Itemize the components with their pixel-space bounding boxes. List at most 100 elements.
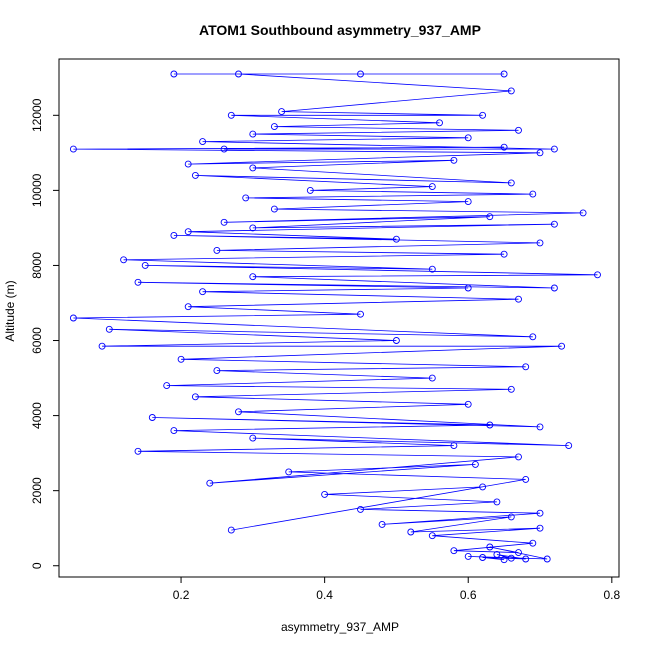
data-point <box>536 239 544 247</box>
data-point <box>436 119 443 127</box>
x-tick-label: 0.8 <box>603 588 620 602</box>
data-point <box>464 400 472 408</box>
y-tick-label: 6000 <box>30 327 44 354</box>
data-point <box>249 224 257 232</box>
y-tick-label: 12000 <box>30 98 44 132</box>
data-point <box>450 442 458 450</box>
data-point <box>479 483 487 491</box>
data-point <box>392 337 400 344</box>
data-point <box>148 414 156 421</box>
y-axis: 0 2000 4000 6000 8000 10000 12000 <box>30 98 59 569</box>
data-point <box>507 385 515 393</box>
y-tick-label: 8000 <box>30 252 44 279</box>
data-point <box>407 528 415 536</box>
data-point <box>428 183 436 191</box>
data-point <box>536 423 544 431</box>
data-point <box>206 479 214 487</box>
data-point <box>191 171 199 179</box>
y-tick-label: 4000 <box>30 402 44 429</box>
data-point <box>558 342 566 350</box>
data-point <box>507 513 515 521</box>
data-point <box>170 231 178 239</box>
data-point <box>515 549 522 557</box>
data-point <box>493 551 501 558</box>
data-point <box>507 554 515 562</box>
series-line <box>73 73 598 561</box>
data-point <box>486 421 494 429</box>
data-point <box>213 246 221 254</box>
data-point <box>450 156 458 164</box>
data-point <box>500 70 508 78</box>
y-tick-label: 0 <box>30 562 44 569</box>
data-point <box>392 235 400 243</box>
data-point <box>529 190 537 198</box>
chart-title: ATOM1 Southbound asymmetry_937_AMP <box>199 22 481 38</box>
data-point <box>565 442 573 450</box>
data-point <box>479 554 487 561</box>
data-point <box>515 453 522 461</box>
data-point <box>464 198 472 206</box>
y-tick-label: 2000 <box>30 477 44 504</box>
data-point <box>249 130 257 138</box>
x-axis-label: asymmetry_937_AMP <box>281 620 399 634</box>
data-point <box>529 539 537 547</box>
data-point <box>515 295 522 303</box>
data-point <box>357 310 364 318</box>
data-point <box>69 314 77 322</box>
data-point <box>220 218 228 226</box>
data-point <box>141 261 149 269</box>
data-point <box>134 278 142 286</box>
data-point <box>69 145 77 153</box>
data-point <box>227 526 235 534</box>
data-point <box>242 194 250 202</box>
data-point <box>184 303 192 311</box>
data-point <box>235 70 242 78</box>
data-point <box>464 134 472 142</box>
data-point <box>579 209 587 217</box>
data-point <box>464 552 472 560</box>
data-point <box>550 284 558 292</box>
data-point <box>134 447 142 455</box>
data-point <box>199 138 207 146</box>
data-point <box>105 325 113 333</box>
data-point <box>184 228 192 236</box>
x-tick-label: 0.6 <box>460 588 477 602</box>
data-point <box>163 382 171 390</box>
data-point <box>522 555 530 563</box>
data-point <box>235 408 242 416</box>
data-point <box>278 108 286 116</box>
data-point <box>507 87 515 95</box>
x-tick-label: 0.4 <box>316 588 333 602</box>
series-layer <box>69 70 601 564</box>
data-point <box>507 179 515 187</box>
data-point <box>486 213 494 221</box>
data-point <box>170 70 178 78</box>
data-point <box>464 284 472 292</box>
data-point <box>522 475 530 483</box>
data-point <box>220 145 228 153</box>
data-point <box>428 532 436 540</box>
data-point <box>285 468 293 476</box>
data-point <box>515 126 522 134</box>
data-point <box>199 288 207 296</box>
data-point <box>249 273 257 281</box>
data-point <box>249 164 257 172</box>
data-point <box>550 145 558 153</box>
data-point <box>270 205 278 213</box>
data-point <box>213 367 221 375</box>
data-point <box>543 555 551 563</box>
data-point <box>184 160 192 168</box>
data-point <box>378 520 386 528</box>
data-point <box>120 256 128 264</box>
y-tick-label: 10000 <box>30 173 44 207</box>
data-point <box>357 70 364 78</box>
data-point <box>500 250 508 258</box>
data-point <box>428 265 436 273</box>
data-point <box>594 271 601 279</box>
data-point <box>191 393 199 401</box>
data-point <box>536 524 544 532</box>
data-point <box>450 547 458 555</box>
data-point <box>486 543 494 551</box>
data-point <box>536 509 544 517</box>
